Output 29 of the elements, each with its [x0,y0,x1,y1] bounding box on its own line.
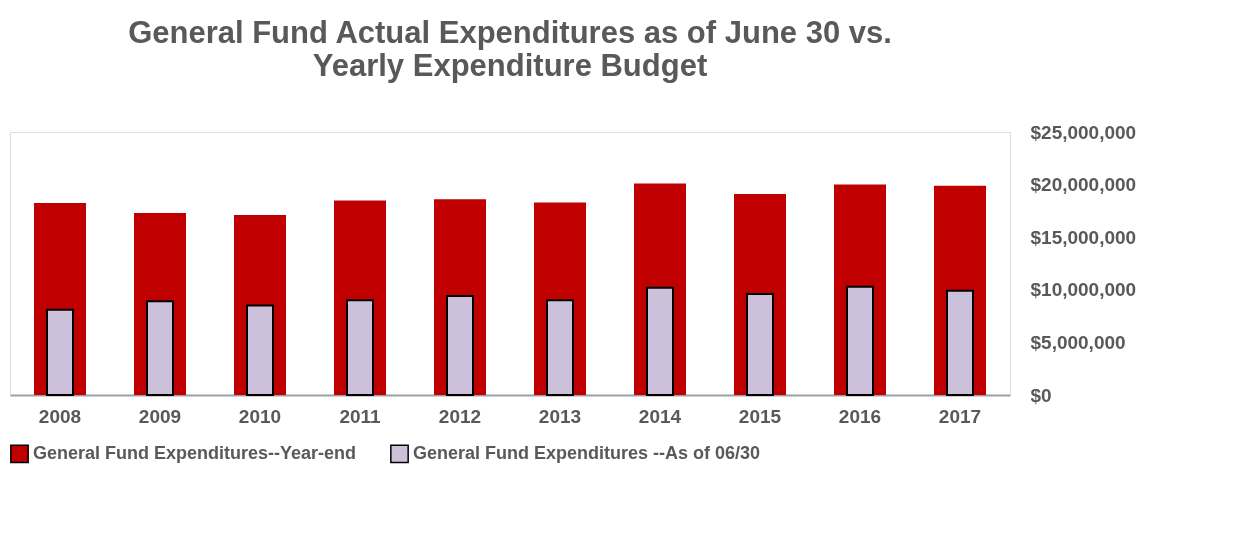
y-tick-label: $5,000,000 [1030,331,1126,353]
bar [646,286,674,396]
bar [846,285,874,396]
x-tick-label: 2015 [738,405,782,427]
x-tick-label: 2009 [138,405,182,427]
x-tick-label: 2011 [339,405,382,427]
x-tick-label: 2012 [438,405,482,427]
x-tick-label: 2013 [538,405,582,427]
x-tick-label: 2008 [38,405,82,427]
y-tick-label: $25,000,000 [1030,121,1137,143]
x-tick-label: 2014 [638,405,682,427]
x-tick-label: 2017 [938,405,982,427]
legend-label: General Fund Expenditures --As of 06/30 [413,442,761,463]
legend-label: General Fund Expenditures--Year-end [33,442,357,463]
bar [746,293,774,396]
bar [446,295,474,396]
bar [246,304,274,396]
bar [946,289,974,396]
chart-title: General Fund Actual Expenditures as of June 30 vs. Yearly Expenditure Budget [128,15,892,83]
bar [146,300,174,396]
y-tick-label: $15,000,000 [1030,226,1137,248]
y-tick-label: $0 [1030,384,1052,406]
bar [546,299,574,396]
y-tick-label: $20,000,000 [1030,174,1137,196]
bar [346,299,374,396]
bar [46,308,74,396]
y-tick-label: $10,000,000 [1030,279,1137,301]
x-tick-label: 2016 [838,405,882,427]
x-tick-label: 2010 [238,405,282,427]
